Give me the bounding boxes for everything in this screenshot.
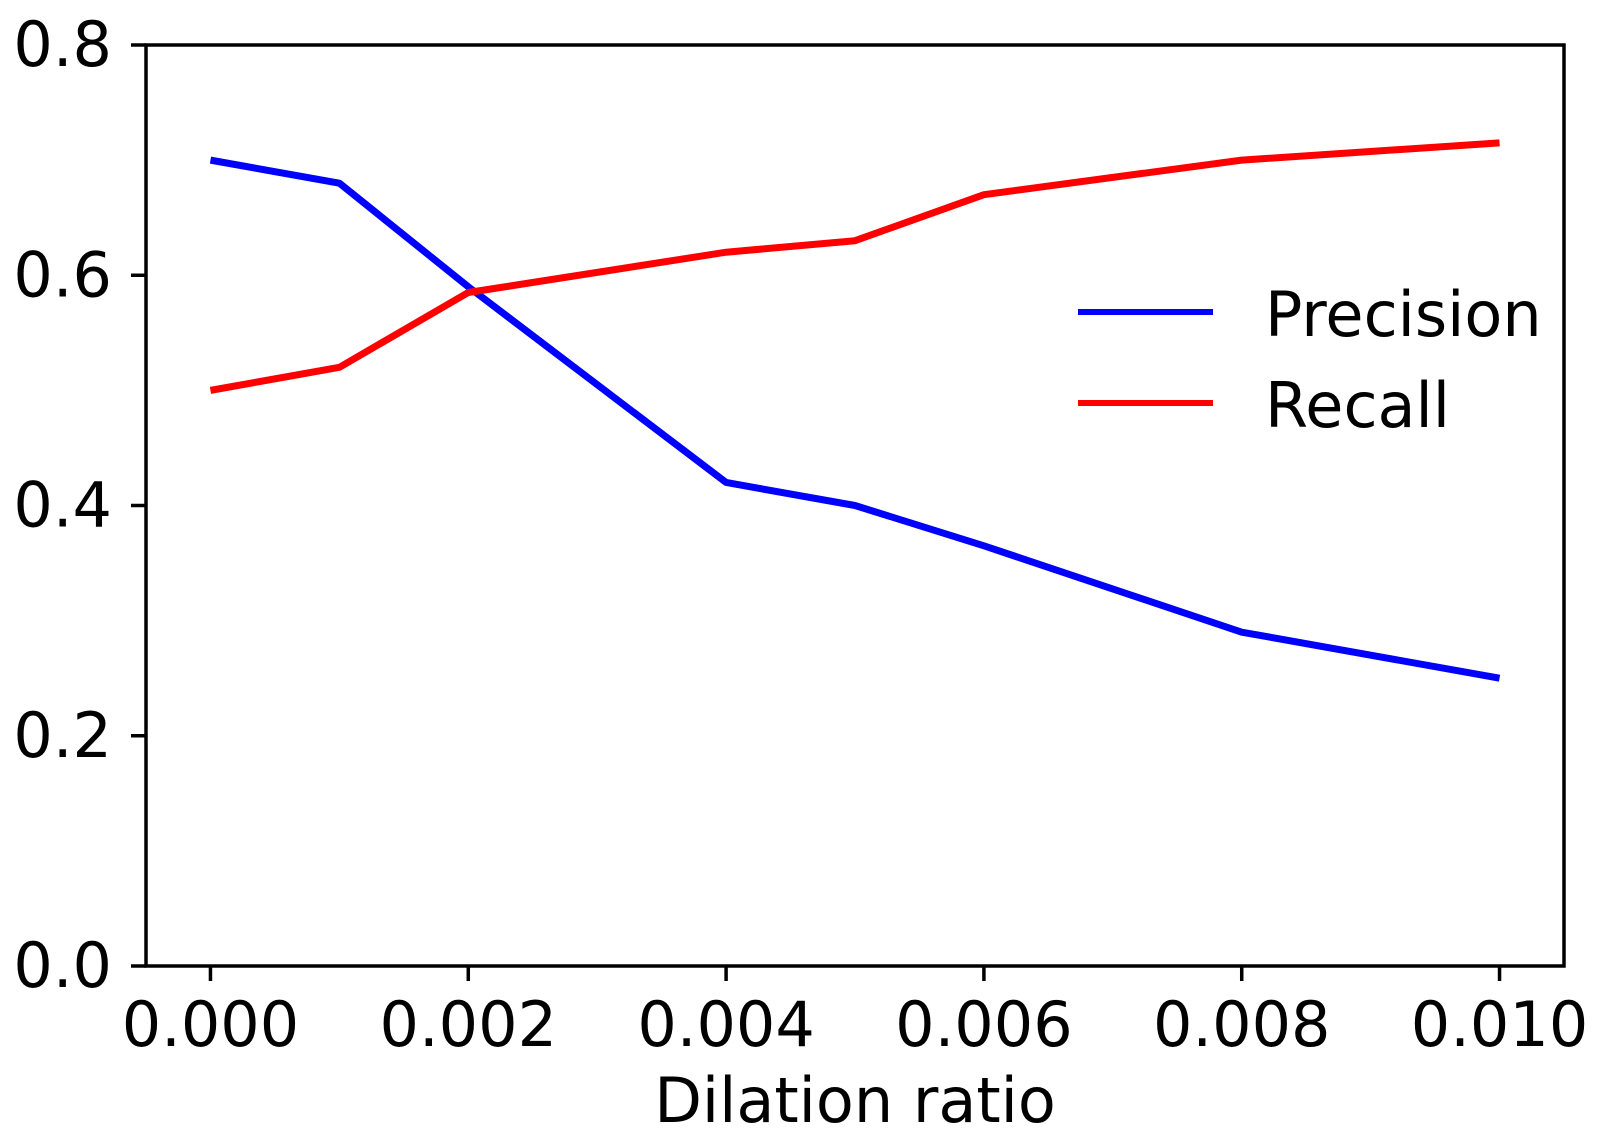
x-tick-label: 0.010	[1411, 988, 1589, 1061]
recall-line	[209, 139, 1500, 394]
y-tick-label: 0.8	[13, 8, 112, 81]
y-tick-label: 0.0	[13, 929, 112, 1002]
precision-line	[209, 156, 1501, 682]
x-tick-label: 0.002	[380, 988, 558, 1061]
x-tick-label: 0.008	[1153, 988, 1331, 1061]
y-tick-label: 0.4	[13, 469, 112, 542]
x-tick-label: 0.004	[637, 988, 815, 1061]
legend-label: Precision	[1265, 278, 1542, 351]
y-tick-label: 0.6	[13, 238, 112, 311]
x-axis-label: Dilation ratio	[654, 1064, 1056, 1137]
legend: Precision Recall	[1078, 278, 1542, 442]
y-tick-label: 0.2	[13, 699, 112, 772]
x-tick-label: 0.000	[122, 988, 300, 1061]
legend-label: Recall	[1265, 369, 1450, 442]
x-tick-label: 0.006	[895, 988, 1073, 1061]
